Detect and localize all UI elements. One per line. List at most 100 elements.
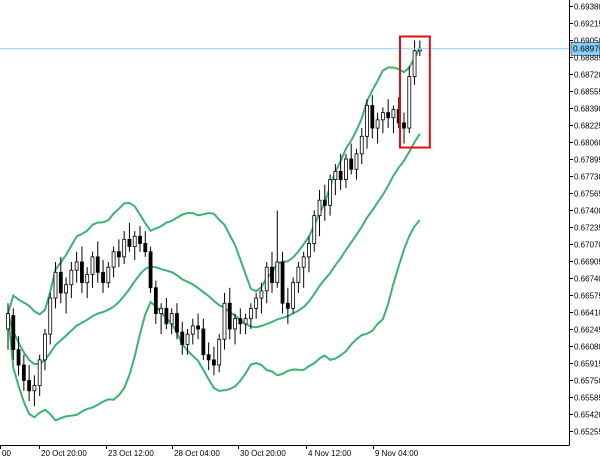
candle [329, 174, 332, 215]
candle [307, 236, 310, 272]
candle-body [160, 308, 163, 313]
candle-body [65, 285, 68, 293]
candle [271, 252, 274, 293]
candle [38, 355, 41, 396]
candle-body [54, 272, 57, 298]
y-tick-label: 0.65585 [574, 394, 600, 403]
candle-body [360, 136, 363, 154]
candle [366, 99, 369, 148]
x-tick-label: 30 Oct 20:00 [240, 449, 286, 458]
candle [302, 252, 305, 288]
candle-body [154, 288, 157, 314]
candle-body [197, 326, 200, 329]
candle [154, 281, 157, 324]
candle-body [413, 51, 416, 77]
y-tick-label: 0.67565 [574, 190, 600, 199]
candle-body [265, 267, 268, 291]
candle [218, 334, 221, 372]
candle-body [43, 334, 46, 360]
candles [7, 41, 422, 407]
candle [223, 293, 226, 350]
candle-body [202, 329, 205, 355]
candle-body [75, 262, 78, 270]
candle [228, 288, 231, 340]
candle-body [350, 159, 353, 169]
candle-body [17, 350, 20, 365]
candle-body [249, 308, 252, 318]
candle [86, 267, 89, 298]
x-tick-label: 00 [2, 449, 11, 458]
candle-body [139, 236, 142, 243]
y-tick-label: 0.69215 [574, 20, 600, 29]
candle-body [339, 171, 342, 179]
candle [117, 239, 120, 267]
x-tick-label: 20 Oct 20:00 [41, 449, 87, 458]
candle [144, 231, 147, 257]
candle [276, 211, 279, 288]
candle [191, 319, 194, 345]
candle [381, 107, 384, 133]
candle [22, 355, 25, 391]
x-tick-label: 23 Oct 12:00 [108, 449, 154, 458]
candle-body [207, 355, 210, 360]
candle [292, 277, 295, 313]
candle [297, 262, 300, 293]
candle [102, 260, 105, 293]
candle [197, 314, 200, 340]
candle [318, 190, 321, 236]
y-tick-label: 0.67235 [574, 224, 600, 233]
candle-body [165, 308, 168, 323]
candle [286, 288, 289, 324]
candle-body [33, 386, 36, 391]
candle [392, 105, 395, 133]
candle [165, 298, 168, 329]
candle-body [107, 267, 110, 282]
candle [387, 99, 390, 128]
y-tick-label: 0.65255 [574, 428, 600, 437]
candle-body [408, 77, 411, 129]
candle [244, 314, 247, 335]
candle [149, 247, 152, 293]
candle-body [234, 319, 237, 329]
candle-body [212, 360, 215, 365]
candle-body [218, 339, 221, 365]
candle [371, 95, 374, 138]
candle-body [38, 360, 41, 386]
candle-body [297, 267, 300, 282]
candle-body [223, 303, 226, 339]
candle-body [102, 272, 105, 282]
candle [28, 365, 31, 401]
candle [49, 293, 52, 345]
candle [403, 113, 406, 144]
y-tick-label: 0.65915 [574, 360, 600, 369]
candle-body [244, 319, 247, 324]
candle-body [355, 154, 358, 169]
x-tick-label: 4 Nov 12:00 [308, 449, 352, 458]
candle-body [128, 239, 131, 246]
candle-body [276, 262, 279, 283]
candle-body [307, 243, 310, 256]
candle-body [191, 326, 194, 334]
candle-body [392, 110, 395, 118]
candle [344, 154, 347, 188]
candle-body [117, 252, 120, 257]
candle [133, 231, 136, 260]
candle-body [49, 298, 52, 334]
y-tick-label: 0.66245 [574, 326, 600, 335]
candle-body [22, 365, 25, 380]
y-tick-label: 0.66575 [574, 292, 600, 301]
candle-body [91, 257, 94, 275]
candle-body [381, 113, 384, 120]
candle-body [403, 123, 406, 128]
candle [212, 347, 215, 376]
candle [355, 149, 358, 180]
